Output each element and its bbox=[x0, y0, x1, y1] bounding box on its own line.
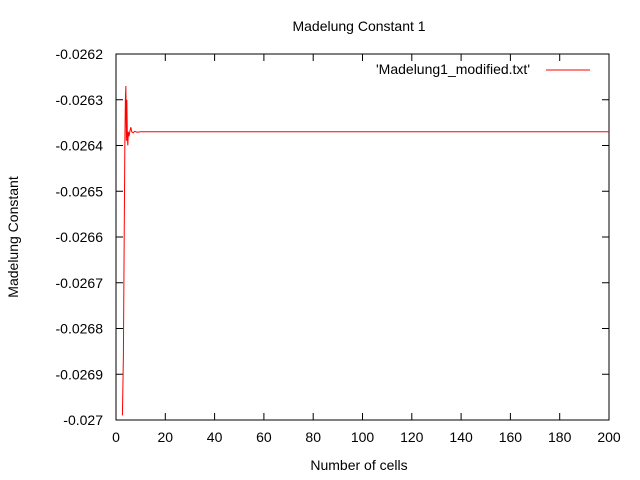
x-tick-label: 100 bbox=[351, 429, 375, 445]
y-axis: -0.0262 -0.0263 -0.0264 -0.0265 -0.0266 -0.02… bbox=[56, 46, 609, 428]
legend-label: 'Madelung1_modified.txt' bbox=[376, 61, 530, 77]
y-axis-label: Madelung Constant bbox=[5, 176, 21, 298]
series-line bbox=[121, 86, 609, 416]
x-axis-label: Number of cells bbox=[310, 457, 407, 473]
x-axis: 0 20 40 60 80 100 120 140 160 180 200 bbox=[112, 54, 621, 445]
x-tick-label: 160 bbox=[499, 429, 523, 445]
chart-title: Madelung Constant 1 bbox=[292, 18, 425, 34]
x-tick-label: 80 bbox=[305, 429, 321, 445]
plot-frame bbox=[115, 53, 610, 421]
legend: 'Madelung1_modified.txt' bbox=[376, 61, 590, 77]
x-tick-label: 40 bbox=[207, 429, 223, 445]
y-tick-label: -0.0265 bbox=[56, 183, 104, 199]
y-tick-label: -0.027 bbox=[63, 412, 103, 428]
y-tick-label: -0.0268 bbox=[56, 321, 104, 337]
x-tick-label: 0 bbox=[112, 429, 120, 445]
y-tick-label: -0.0264 bbox=[56, 138, 104, 154]
x-tick-label: 60 bbox=[256, 429, 272, 445]
x-tick-label: 140 bbox=[449, 429, 473, 445]
y-tick-label: -0.0267 bbox=[56, 275, 104, 291]
y-tick-label: -0.0269 bbox=[56, 366, 104, 382]
x-tick-label: 180 bbox=[548, 429, 572, 445]
x-tick-label: 120 bbox=[400, 429, 424, 445]
y-tick-label: -0.0263 bbox=[56, 92, 104, 108]
y-tick-label: -0.0262 bbox=[56, 46, 104, 62]
series-layer bbox=[121, 86, 609, 416]
x-tick-label: 200 bbox=[597, 429, 621, 445]
y-tick-label: -0.0266 bbox=[56, 229, 104, 245]
plot-border bbox=[115, 53, 610, 421]
x-tick-label: 20 bbox=[158, 429, 174, 445]
